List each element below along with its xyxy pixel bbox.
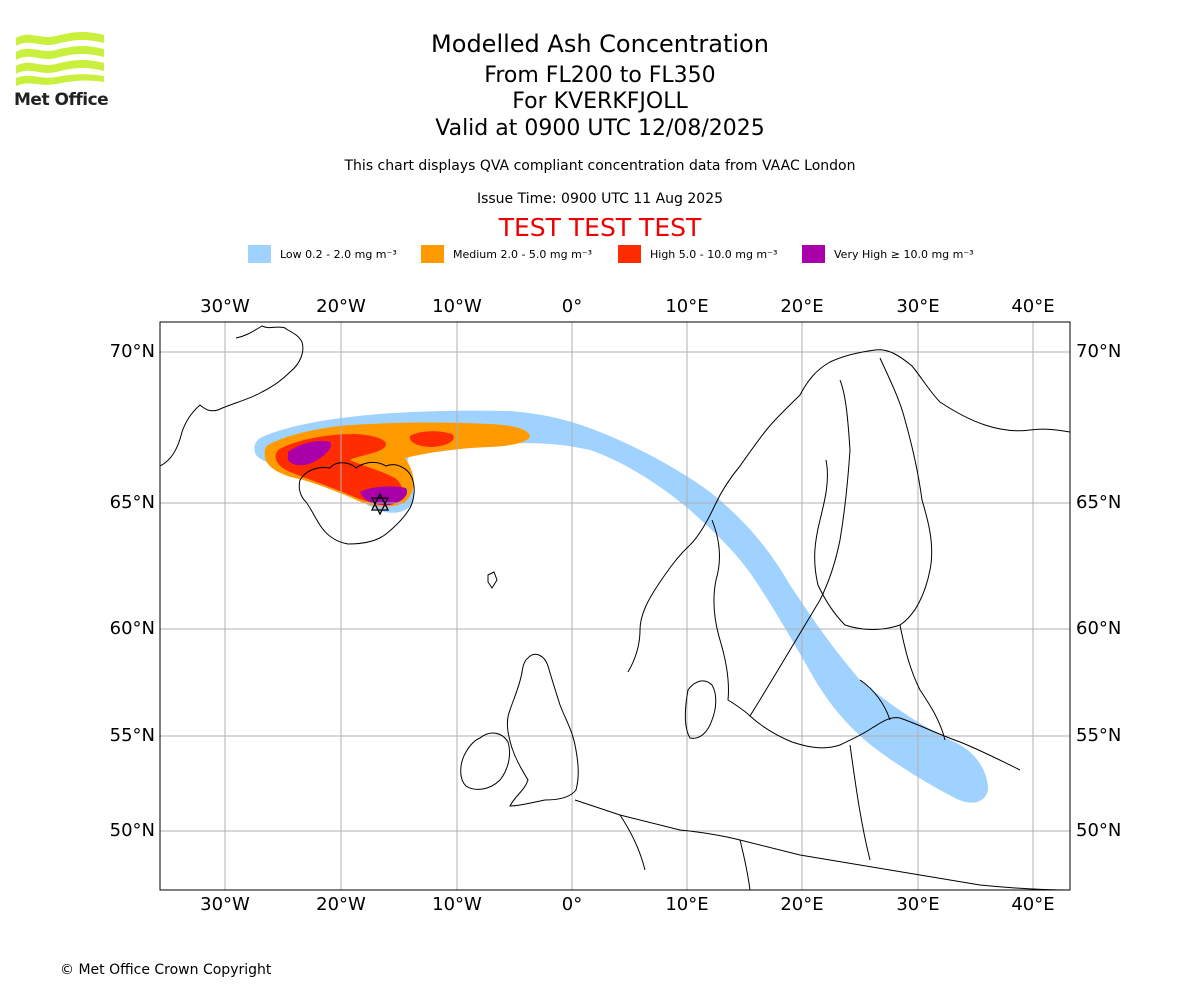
lat-label: 70°N xyxy=(110,341,155,362)
legend: Low 0.2 - 2.0 mg m⁻³ Medium 2.0 - 5.0 mg… xyxy=(0,243,1200,265)
greenland-coast xyxy=(160,325,304,467)
lon-label: 0° xyxy=(562,894,582,915)
country-border xyxy=(859,624,946,741)
ash-very-high-region xyxy=(288,441,331,466)
lon-label: 30°E xyxy=(896,894,939,915)
iceland-coast xyxy=(298,461,415,545)
map-frame xyxy=(159,321,1071,891)
lat-label: 60°N xyxy=(1076,618,1121,639)
chart-title: Modelled Ash Concentration xyxy=(431,30,769,58)
valid-time: Valid at 0900 UTC 12/08/2025 xyxy=(435,116,765,141)
lon-label: 10°E xyxy=(665,296,708,317)
qva-note: This chart displays QVA compliant concen… xyxy=(344,158,856,174)
lon-labels-bottom: 30°W 20°W 10°W 0° 10°E 20°E 30°E 40°E xyxy=(200,894,1054,915)
lon-label: 20°E xyxy=(780,296,823,317)
lon-label: 30°W xyxy=(200,296,250,317)
legend-item-low: Low 0.2 - 2.0 mg m⁻³ xyxy=(248,243,397,265)
legend-label-very-high: Very High ≥ 10.0 mg m⁻³ xyxy=(834,247,974,261)
britain-coast xyxy=(506,653,579,807)
lat-labels-right: 70°N 65°N 60°N 55°N 50°N xyxy=(1076,341,1121,841)
met-office-waves-icon xyxy=(16,32,104,86)
legend-label-medium: Medium 2.0 - 5.0 mg m⁻³ xyxy=(453,247,593,261)
volcano-star-icon xyxy=(370,492,390,516)
coastlines xyxy=(160,325,1070,890)
legend-item-medium: Medium 2.0 - 5.0 mg m⁻³ xyxy=(421,243,592,265)
legend-item-high: High 5.0 - 10.0 mg m⁻³ xyxy=(618,243,777,265)
country-border xyxy=(619,744,871,890)
lon-label: 20°E xyxy=(780,894,823,915)
logo-text: Met Office xyxy=(14,90,109,110)
legend-swatch-very-high xyxy=(802,245,825,263)
lat-label: 50°N xyxy=(1076,820,1121,841)
norway-coast xyxy=(627,349,1070,673)
copyright: © Met Office Crown Copyright xyxy=(60,962,272,978)
lon-labels-top: 30°W 20°W 10°W 0° 10°E 20°E 30°E 40°E xyxy=(200,296,1054,317)
legend-swatch-medium xyxy=(421,245,444,263)
flight-levels: From FL200 to FL350 xyxy=(484,63,716,88)
faroe-coast xyxy=(487,571,498,589)
volcano-name: For KVERKFJOLL xyxy=(512,89,688,114)
lon-label: 10°W xyxy=(432,296,482,317)
lon-label: 20°W xyxy=(316,894,366,915)
finland-border xyxy=(814,357,933,630)
lat-label: 65°N xyxy=(1076,492,1121,513)
ash-high-region xyxy=(409,431,454,447)
issue-time: Issue Time: 0900 UTC 11 Aug 2025 xyxy=(476,191,724,207)
lat-label: 60°N xyxy=(110,618,155,639)
legend-item-very-high: Very High ≥ 10.0 mg m⁻³ xyxy=(802,243,974,265)
test-banner: TEST TEST TEST xyxy=(498,213,702,242)
legend-swatch-high xyxy=(618,245,641,263)
lon-label: 40°E xyxy=(1011,894,1054,915)
legend-label-high: High 5.0 - 10.0 mg m⁻³ xyxy=(650,247,778,261)
lat-labels-left: 70°N 65°N 60°N 55°N 50°N xyxy=(110,341,155,841)
europe-coast xyxy=(574,799,1070,890)
denmark-coast xyxy=(684,680,717,739)
graticule xyxy=(160,322,1070,890)
lat-label: 55°N xyxy=(1076,725,1121,746)
lon-label: 20°W xyxy=(316,296,366,317)
lon-label: 10°W xyxy=(432,894,482,915)
lat-label: 70°N xyxy=(1076,341,1121,362)
lon-label: 40°E xyxy=(1011,296,1054,317)
sweden-border xyxy=(711,379,851,717)
legend-label-low: Low 0.2 - 2.0 mg m⁻³ xyxy=(280,247,397,261)
lat-label: 55°N xyxy=(110,725,155,746)
lon-label: 10°E xyxy=(665,894,708,915)
lon-label: 30°E xyxy=(896,296,939,317)
lon-label: 30°W xyxy=(200,894,250,915)
star-marker xyxy=(370,492,390,516)
lon-label: 0° xyxy=(562,296,582,317)
ash-very-high-region xyxy=(360,486,408,506)
legend-swatch-low xyxy=(248,245,271,263)
europe-coast xyxy=(749,715,1021,771)
met-office-logo: Met Office xyxy=(12,30,112,116)
lat-label: 65°N xyxy=(110,492,155,513)
lat-label: 50°N xyxy=(110,820,155,841)
ireland-coast xyxy=(460,732,511,790)
